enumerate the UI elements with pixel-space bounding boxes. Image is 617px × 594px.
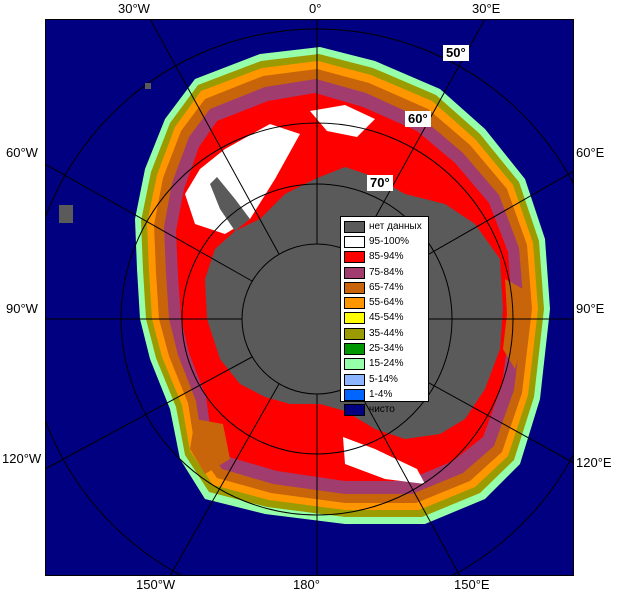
lon-label-60e: 60°E (576, 145, 605, 160)
lon-label-60w: 60°W (6, 145, 38, 160)
lat-label-50: 50° (443, 45, 469, 61)
lon-label-0: 0° (309, 1, 322, 16)
ice-95-100-south (343, 437, 425, 484)
legend-item: 45-54% (344, 311, 425, 326)
map-frame (45, 19, 574, 576)
antarctic-peninsula (210, 177, 250, 231)
legend-item: 95-100% (344, 234, 425, 249)
lon-label-150e: 150°E (454, 577, 490, 592)
legend-swatch (344, 297, 365, 310)
lon-label-90e: 90°E (576, 301, 605, 316)
legend-item: 65-74% (344, 280, 425, 295)
legend-swatch (344, 235, 365, 248)
legend: нет данных 95-100% 85-94% 75-84% 65-74% 55-64… (340, 216, 429, 417)
legend-swatch (344, 251, 365, 264)
ice-95-100-weddell (185, 124, 300, 234)
legend-item: нет данных (344, 219, 425, 234)
legend-label: нет данных (369, 220, 422, 232)
legend-label: 75-84% (369, 266, 404, 278)
legend-label: 5-14% (369, 373, 398, 385)
lon-label-120e: 120°E (576, 455, 612, 470)
no-data-speck (59, 205, 73, 223)
legend-item: 75-84% (344, 265, 425, 280)
legend-item: 55-64% (344, 295, 425, 310)
legend-swatch (344, 358, 365, 371)
lon-label-180: 180° (293, 577, 320, 592)
no-data-speck (145, 83, 151, 89)
sea-ice-map (45, 19, 574, 576)
legend-label: 45-54% (369, 312, 404, 324)
legend-item: 85-94% (344, 250, 425, 265)
legend-swatch (344, 343, 365, 356)
legend-item: 35-44% (344, 326, 425, 341)
legend-label: 55-64% (369, 297, 404, 309)
ice-patch-southwest (190, 419, 230, 474)
legend-item: 15-24% (344, 357, 425, 372)
legend-label: 25-34% (369, 343, 404, 355)
legend-label: 15-24% (369, 358, 404, 370)
legend-label: 1-4% (369, 388, 393, 400)
legend-swatch (344, 312, 365, 325)
legend-label: 65-74% (369, 281, 404, 293)
lon-label-30e: 30°E (472, 1, 501, 16)
lon-label-120w: 120°W (2, 451, 42, 466)
legend-item: чисто (344, 403, 425, 418)
legend-swatch (344, 281, 365, 294)
legend-item: 5-14% (344, 372, 425, 387)
legend-label: 95-100% (369, 235, 410, 247)
legend-swatch (344, 404, 365, 417)
lon-label-30w: 30°W (118, 1, 150, 16)
legend-swatch (344, 327, 365, 340)
lon-label-150w: 150°W (136, 577, 176, 592)
ice-patch-east (503, 279, 527, 369)
lat-label-70: 70° (367, 175, 393, 191)
legend-swatch (344, 266, 365, 279)
legend-swatch (344, 388, 365, 401)
lon-label-90w: 90°W (6, 301, 38, 316)
lat-label-60: 60° (405, 111, 431, 127)
legend-item: 25-34% (344, 341, 425, 356)
legend-label: 85-94% (369, 251, 404, 263)
legend-swatch (344, 373, 365, 386)
legend-label: чисто (369, 404, 395, 416)
legend-item: 1-4% (344, 387, 425, 402)
legend-label: 35-44% (369, 327, 404, 339)
ice-95-100-north (310, 105, 375, 137)
legend-swatch (344, 220, 365, 233)
